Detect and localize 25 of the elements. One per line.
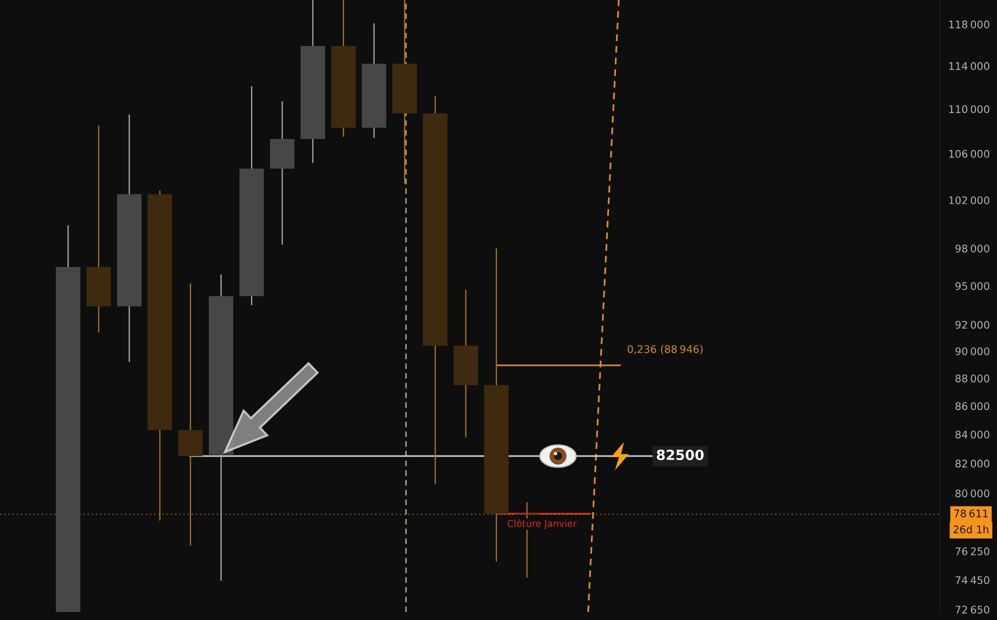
y-tick-label: 72 650 xyxy=(956,606,990,614)
y-tick-label: 118 000 xyxy=(949,20,990,28)
candlestick xyxy=(270,101,294,245)
ref-line-label: Clôture Janvier xyxy=(508,519,577,529)
y-tick-label: 80 000 xyxy=(955,489,990,498)
candlestick xyxy=(454,290,478,438)
y-tick-label: 74 450 xyxy=(956,576,990,584)
text: 26d 1h xyxy=(954,525,988,534)
y-tick-label: 84 000 xyxy=(955,430,990,438)
y-tick-label: 90 000 xyxy=(955,347,990,356)
y-tick-label: 110 000 xyxy=(949,105,990,114)
ref-line-label: 82500 xyxy=(656,450,704,460)
y-tick-label: 86 000 xyxy=(955,402,990,410)
y-tick-label: 82 000 xyxy=(955,460,990,468)
y-tick-label: 102 000 xyxy=(949,196,990,204)
ref-line-label: 78 611 xyxy=(954,510,988,518)
candlestick xyxy=(86,126,111,332)
y-tick-label: 95 000 xyxy=(955,282,990,290)
y-tick-label: 106 000 xyxy=(949,150,990,158)
y-tick-label: 76 250 xyxy=(956,547,990,556)
y-tick-label: 88 000 xyxy=(955,374,990,382)
ref-line-label: 0,236 (88 946) xyxy=(628,345,703,354)
y-tick-label: 92 000 xyxy=(955,320,990,329)
y-tick-label: 114 000 xyxy=(949,62,990,70)
y-tick-label: 98 000 xyxy=(955,244,990,252)
